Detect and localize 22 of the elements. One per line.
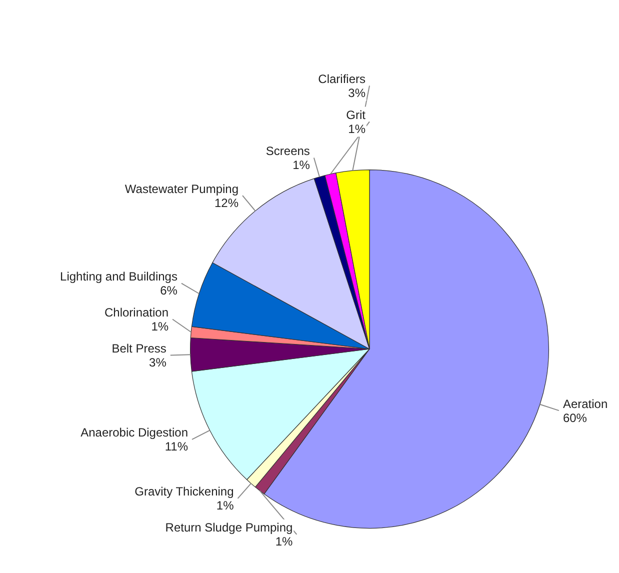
data-label: 1% [216, 498, 234, 513]
slice-label: Chlorination [104, 306, 169, 320]
data-label: 6% [160, 284, 178, 298]
slice-label: Return Sludge Pumping [165, 520, 293, 535]
slice-label: Screens [266, 144, 310, 158]
data-label: 3% [149, 356, 167, 370]
data-label: 12% [214, 196, 239, 210]
data-label: 1% [292, 158, 310, 172]
data-label: 11% [164, 440, 188, 454]
slice-label: Grit [346, 108, 366, 122]
slice-label: Aeration [562, 396, 608, 411]
slice-label: Gravity Thickening [134, 484, 234, 499]
data-label: 3% [348, 86, 366, 100]
data-label: 1% [348, 122, 366, 136]
slice-label: Clarifiers [318, 72, 366, 86]
slice-label: Anaerobic Digestion [80, 426, 188, 440]
slice-label: Wastewater Pumping [124, 182, 239, 196]
data-label: 1% [275, 534, 294, 549]
slice-label: Belt Press [112, 342, 166, 356]
data-label: 1% [151, 320, 169, 334]
slice-label: Lighting and Buildings [60, 270, 178, 284]
data-label: 60% [562, 410, 588, 425]
